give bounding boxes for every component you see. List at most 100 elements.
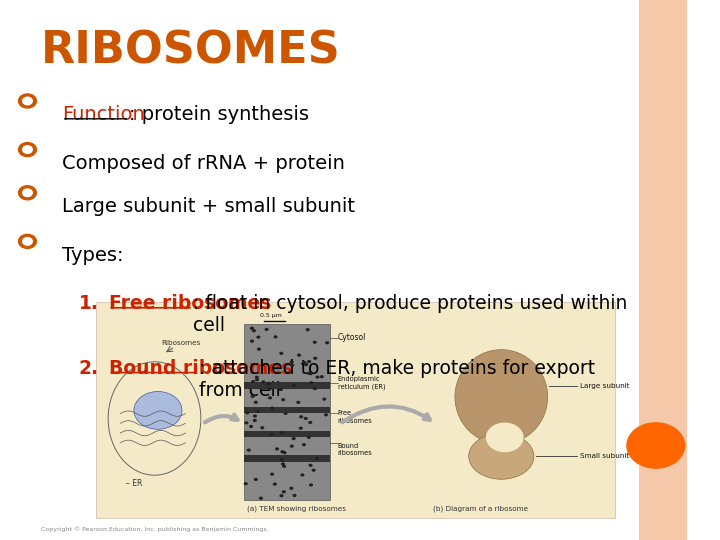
Circle shape [273, 483, 277, 486]
Circle shape [282, 464, 286, 468]
Text: Ribosomes: Ribosomes [161, 340, 201, 346]
Circle shape [296, 401, 300, 404]
Circle shape [255, 376, 259, 379]
Text: Cytosol: Cytosol [338, 333, 366, 342]
Circle shape [19, 186, 37, 200]
Circle shape [259, 497, 263, 500]
Circle shape [251, 395, 255, 398]
Circle shape [308, 421, 312, 424]
Circle shape [323, 397, 326, 401]
Circle shape [279, 352, 284, 355]
Ellipse shape [469, 433, 534, 480]
Circle shape [627, 423, 685, 468]
Circle shape [264, 328, 269, 331]
Circle shape [315, 375, 320, 379]
Circle shape [325, 341, 329, 345]
Text: Free ribosomes: Free ribosomes [109, 294, 271, 313]
Circle shape [302, 443, 306, 446]
Circle shape [280, 458, 284, 461]
Text: Small subunit: Small subunit [580, 453, 629, 460]
Circle shape [266, 382, 270, 386]
Circle shape [270, 472, 274, 476]
FancyBboxPatch shape [244, 382, 330, 389]
Circle shape [304, 417, 308, 420]
Circle shape [268, 387, 271, 390]
Circle shape [252, 329, 256, 332]
Text: 2.: 2. [79, 359, 99, 378]
Text: Bound ribosomes: Bound ribosomes [109, 359, 292, 378]
Circle shape [243, 482, 248, 485]
FancyBboxPatch shape [244, 455, 330, 462]
Circle shape [249, 425, 253, 428]
Circle shape [313, 356, 318, 360]
Circle shape [22, 238, 32, 245]
Ellipse shape [486, 422, 523, 453]
Circle shape [281, 462, 285, 465]
Circle shape [279, 388, 283, 391]
Circle shape [275, 447, 279, 450]
Circle shape [302, 361, 307, 364]
Circle shape [22, 146, 32, 153]
Text: Free
ribosomes: Free ribosomes [338, 410, 373, 423]
Text: 1.: 1. [79, 294, 99, 313]
Circle shape [289, 444, 294, 448]
Circle shape [320, 375, 324, 379]
FancyBboxPatch shape [244, 431, 330, 437]
Circle shape [253, 419, 257, 422]
Circle shape [251, 380, 255, 383]
Circle shape [300, 474, 305, 477]
FancyBboxPatch shape [639, 0, 687, 540]
Ellipse shape [455, 350, 548, 444]
Circle shape [256, 335, 261, 339]
Text: Function: Function [62, 105, 145, 124]
Circle shape [306, 328, 310, 332]
Circle shape [292, 437, 296, 440]
Circle shape [256, 410, 260, 413]
Circle shape [267, 382, 271, 385]
Circle shape [250, 340, 254, 343]
Circle shape [289, 360, 294, 363]
Circle shape [309, 483, 313, 487]
Circle shape [270, 407, 274, 410]
Circle shape [281, 398, 285, 401]
Circle shape [261, 380, 266, 383]
Text: RIBOSOMES: RIBOSOMES [41, 30, 341, 73]
Text: (b) Diagram of a ribosome: (b) Diagram of a ribosome [433, 505, 528, 512]
Circle shape [257, 348, 261, 351]
Circle shape [290, 363, 294, 367]
Circle shape [307, 372, 311, 375]
Circle shape [279, 494, 284, 497]
FancyBboxPatch shape [244, 324, 330, 500]
Circle shape [312, 341, 317, 344]
Text: : float in cytosol, produce proteins used within
cell: : float in cytosol, produce proteins use… [193, 294, 627, 335]
Circle shape [309, 372, 312, 375]
FancyBboxPatch shape [244, 407, 330, 413]
Circle shape [253, 414, 257, 417]
Circle shape [310, 381, 313, 384]
Circle shape [244, 421, 248, 424]
Circle shape [253, 401, 258, 404]
Circle shape [289, 487, 294, 490]
Circle shape [307, 360, 311, 363]
Text: Composed of rRNA + protein: Composed of rRNA + protein [62, 154, 345, 173]
Circle shape [324, 413, 328, 416]
Circle shape [309, 464, 312, 467]
Circle shape [253, 478, 258, 481]
Circle shape [282, 451, 287, 454]
Text: Endoplasmic
reticulum (ER): Endoplasmic reticulum (ER) [338, 376, 385, 390]
Text: Large subunit + small subunit: Large subunit + small subunit [62, 197, 355, 216]
Text: : attached to ER, make proteins for export
from cell: : attached to ER, make proteins for expo… [199, 359, 595, 400]
Text: : protein synthesis: : protein synthesis [129, 105, 309, 124]
FancyBboxPatch shape [96, 302, 615, 518]
Text: – ER: – ER [126, 479, 142, 488]
Circle shape [307, 436, 311, 439]
Circle shape [134, 392, 182, 429]
Circle shape [274, 335, 278, 339]
Circle shape [246, 411, 249, 414]
Circle shape [315, 457, 319, 460]
Circle shape [280, 450, 284, 454]
Circle shape [22, 189, 32, 197]
Circle shape [284, 412, 287, 415]
Circle shape [19, 234, 37, 248]
Text: Bound
ribosomes: Bound ribosomes [338, 443, 373, 456]
